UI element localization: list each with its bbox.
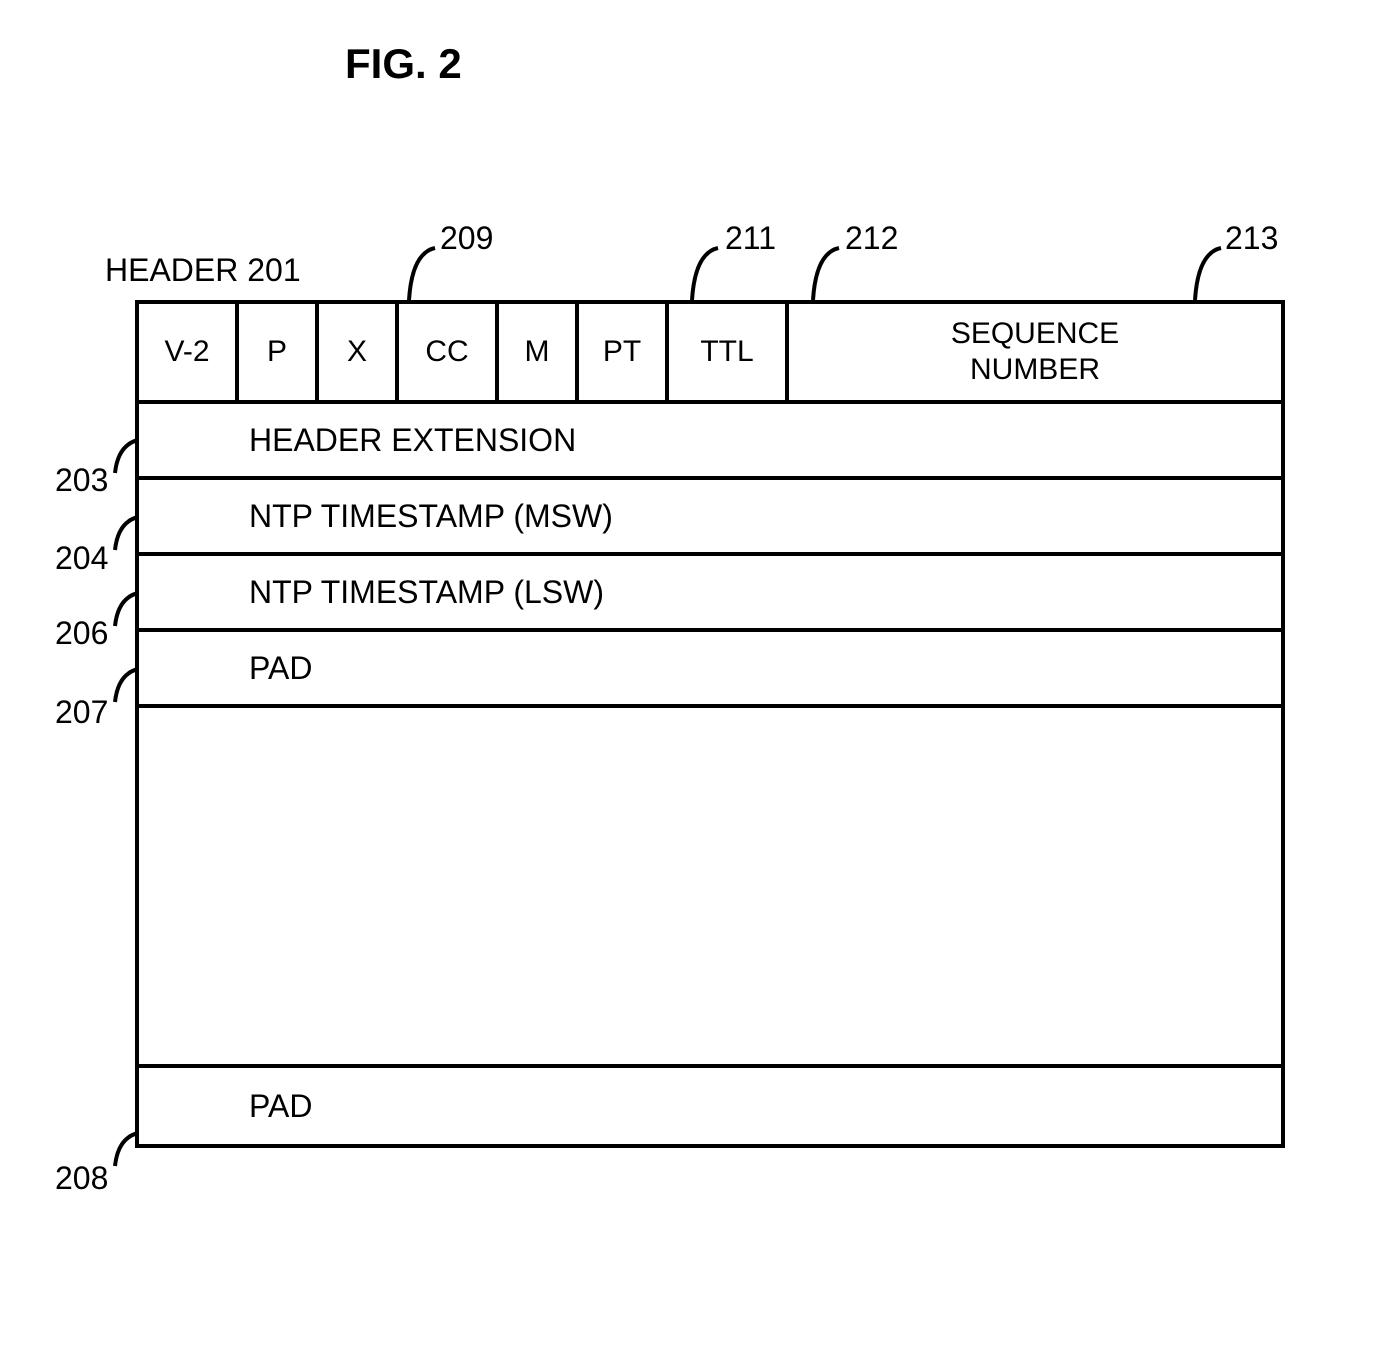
cell-x: X: [319, 304, 399, 400]
figure-title: FIG. 2: [345, 40, 462, 88]
header-label: HEADER 201: [105, 252, 301, 289]
callout-207: 207: [55, 694, 108, 731]
cell-cc: CC: [399, 304, 499, 400]
callout-203: 203: [55, 462, 108, 499]
cell-pt: PT: [579, 304, 669, 400]
cell-ttl: TTL: [669, 304, 789, 400]
callout-hook-211: [680, 245, 730, 305]
callout-209: 209: [440, 220, 493, 257]
row-ntp-lsw: NTP TIMESTAMP (LSW): [139, 556, 1281, 632]
callout-212: 212: [845, 220, 898, 257]
cell-p: P: [239, 304, 319, 400]
callout-211: 211: [725, 220, 776, 257]
row-ntp-msw: NTP TIMESTAMP (MSW): [139, 480, 1281, 556]
callout-213: 213: [1225, 220, 1278, 257]
cell-m: M: [499, 304, 579, 400]
packet-table: V-2 P X CC M PT TTL SEQUENCE NUMBER HEAD…: [135, 300, 1285, 1148]
callout-208: 208: [55, 1160, 108, 1197]
callout-204: 204: [55, 540, 108, 577]
row-payload: [139, 708, 1281, 1068]
callout-206: 206: [55, 615, 108, 652]
header-row: V-2 P X CC M PT TTL SEQUENCE NUMBER: [139, 304, 1281, 404]
row-header-extension: HEADER EXTENSION: [139, 404, 1281, 480]
row-pad-2: PAD: [139, 1068, 1281, 1144]
cell-sequence-number: SEQUENCE NUMBER: [789, 304, 1281, 400]
cell-v2: V-2: [139, 304, 239, 400]
callout-hook-212: [801, 245, 851, 305]
row-pad-1: PAD: [139, 632, 1281, 708]
